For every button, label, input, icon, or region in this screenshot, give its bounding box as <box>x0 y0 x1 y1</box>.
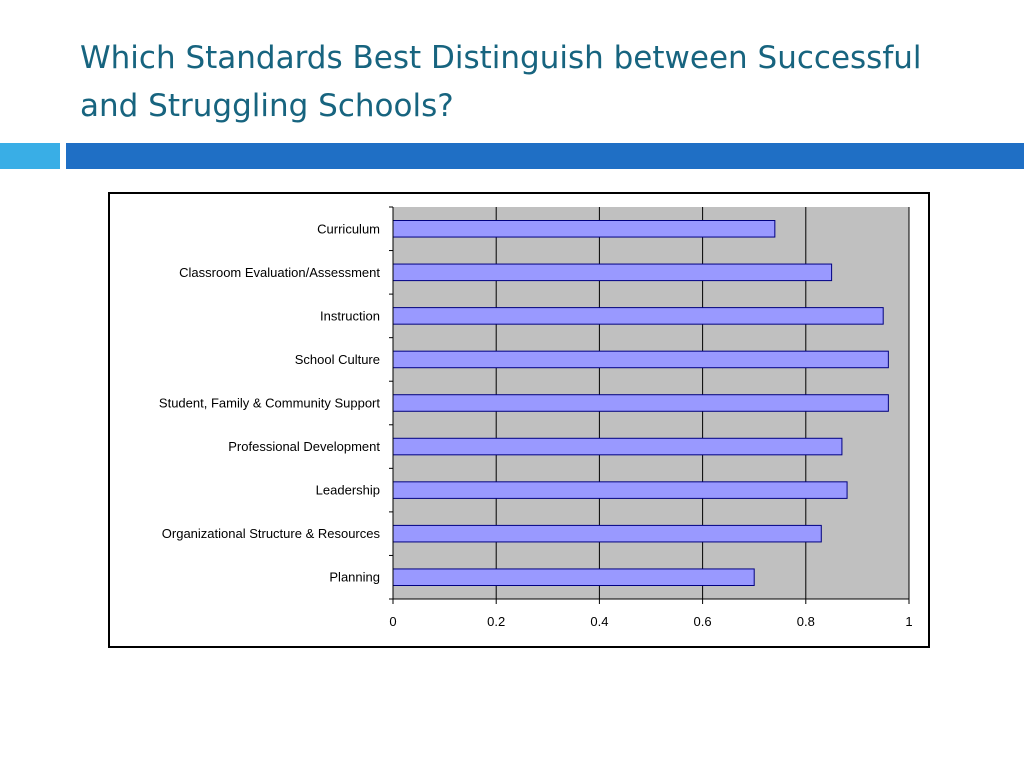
x-tick-label-5: 1 <box>905 614 912 629</box>
slide-title: Which Standards Best Distinguish between… <box>80 34 980 130</box>
category-label-3: Instruction <box>320 308 380 323</box>
bar-4 <box>392 350 889 369</box>
x-tick-label-4: 0.8 <box>797 614 815 629</box>
bar-2 <box>392 263 833 282</box>
accent-bar-left <box>0 143 60 169</box>
bar-1 <box>392 220 776 238</box>
accent-bar-right <box>66 143 1024 169</box>
bar-chart: Curriculum Classroom Evaluation/Assessmen… <box>159 206 913 629</box>
chart-frame: Curriculum Classroom Evaluation/Assessmen… <box>108 192 930 648</box>
category-label-7: Leadership <box>316 483 380 498</box>
x-tick-label-0: 0 <box>389 614 396 629</box>
slide-title-line-1: Which Standards Best Distinguish between… <box>80 40 922 76</box>
x-tick-label-3: 0.6 <box>694 614 712 629</box>
bar-9 <box>392 568 755 586</box>
bar-5 <box>392 394 889 412</box>
bar-3 <box>392 307 884 325</box>
category-label-6: Professional Development <box>228 439 380 454</box>
category-label-1: Curriculum <box>317 221 380 236</box>
category-label-8: Organizational Structure & Resources <box>162 526 381 541</box>
bar-8 <box>392 524 822 543</box>
slide-title-line-2: and Struggling Schools? <box>80 88 454 124</box>
category-label-5: Student, Family & Community Support <box>159 396 380 411</box>
category-label-4: School Culture <box>295 352 380 367</box>
bar-7 <box>392 481 848 499</box>
x-tick-label-1: 0.2 <box>487 614 505 629</box>
category-label-9: Planning <box>329 570 380 585</box>
category-label-2: Classroom Evaluation/Assessment <box>179 265 380 280</box>
x-tick-label-2: 0.4 <box>590 614 608 629</box>
bar-6 <box>392 437 843 456</box>
